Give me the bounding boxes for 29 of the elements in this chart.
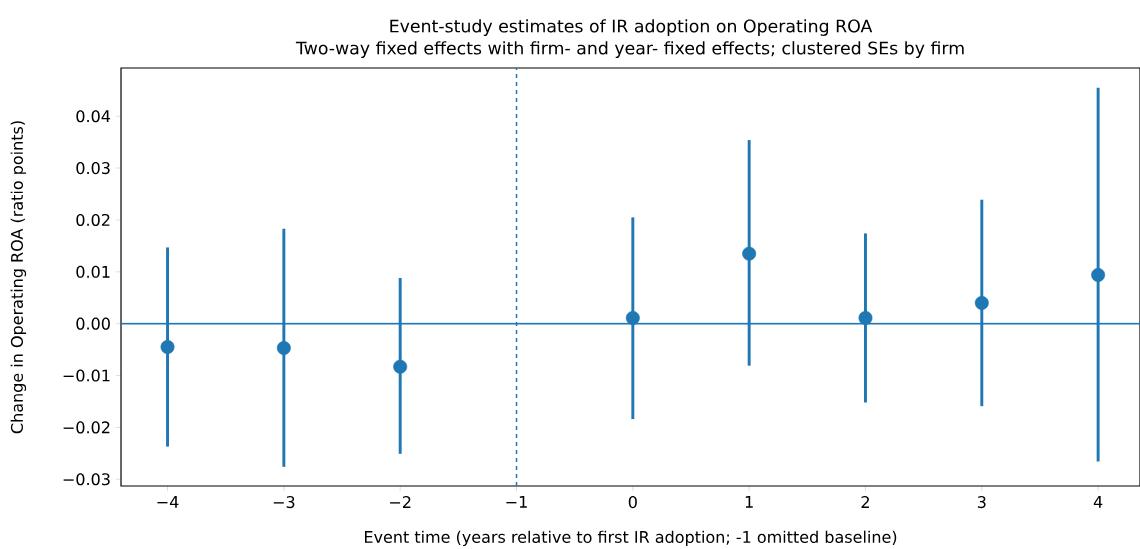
x-tick-label: 3: [977, 496, 986, 509]
point: [160, 340, 175, 354]
y-tick-label: −0.02: [63, 421, 110, 434]
y-tick-label: 0.02: [76, 213, 110, 226]
point: [1091, 267, 1106, 282]
point: [625, 311, 640, 325]
x-tick-label: −3: [273, 496, 295, 509]
chart-subtitle: Two-way fixed effects with firm- and year- fixed effects; clustered SEs by firm: [295, 41, 964, 58]
point: [858, 311, 873, 325]
x-tick-label: 4: [1093, 496, 1103, 508]
chart-title: Event-study estimates of IR adoption on Operating ROA: [390, 19, 873, 36]
x-tick-label: −4: [157, 496, 179, 508]
point: [276, 341, 291, 355]
x-tick-label: 2: [861, 496, 869, 508]
point: [393, 359, 408, 374]
x-axis-title: Event time (years relative to first IR adoption; -1 omitted baseline): [365, 530, 897, 547]
x-tick-label: −1: [506, 496, 527, 508]
y-tick-label: −0.03: [63, 473, 110, 486]
y-axis-title: Change in Operating ROA (ratio points): [10, 121, 27, 434]
x-tick-label: 1: [745, 496, 753, 508]
y-tick-label: 0.03: [76, 162, 110, 175]
y-tick-label: 0.01: [76, 265, 110, 278]
x-tick-label: −2: [390, 496, 411, 508]
x-tick-label: 0: [628, 496, 637, 509]
y-tick-label: 0.00: [76, 317, 110, 330]
point: [742, 246, 757, 261]
y-tick-label: 0.04: [76, 110, 111, 123]
y-tick-label: −0.01: [63, 369, 110, 382]
point: [974, 295, 989, 310]
